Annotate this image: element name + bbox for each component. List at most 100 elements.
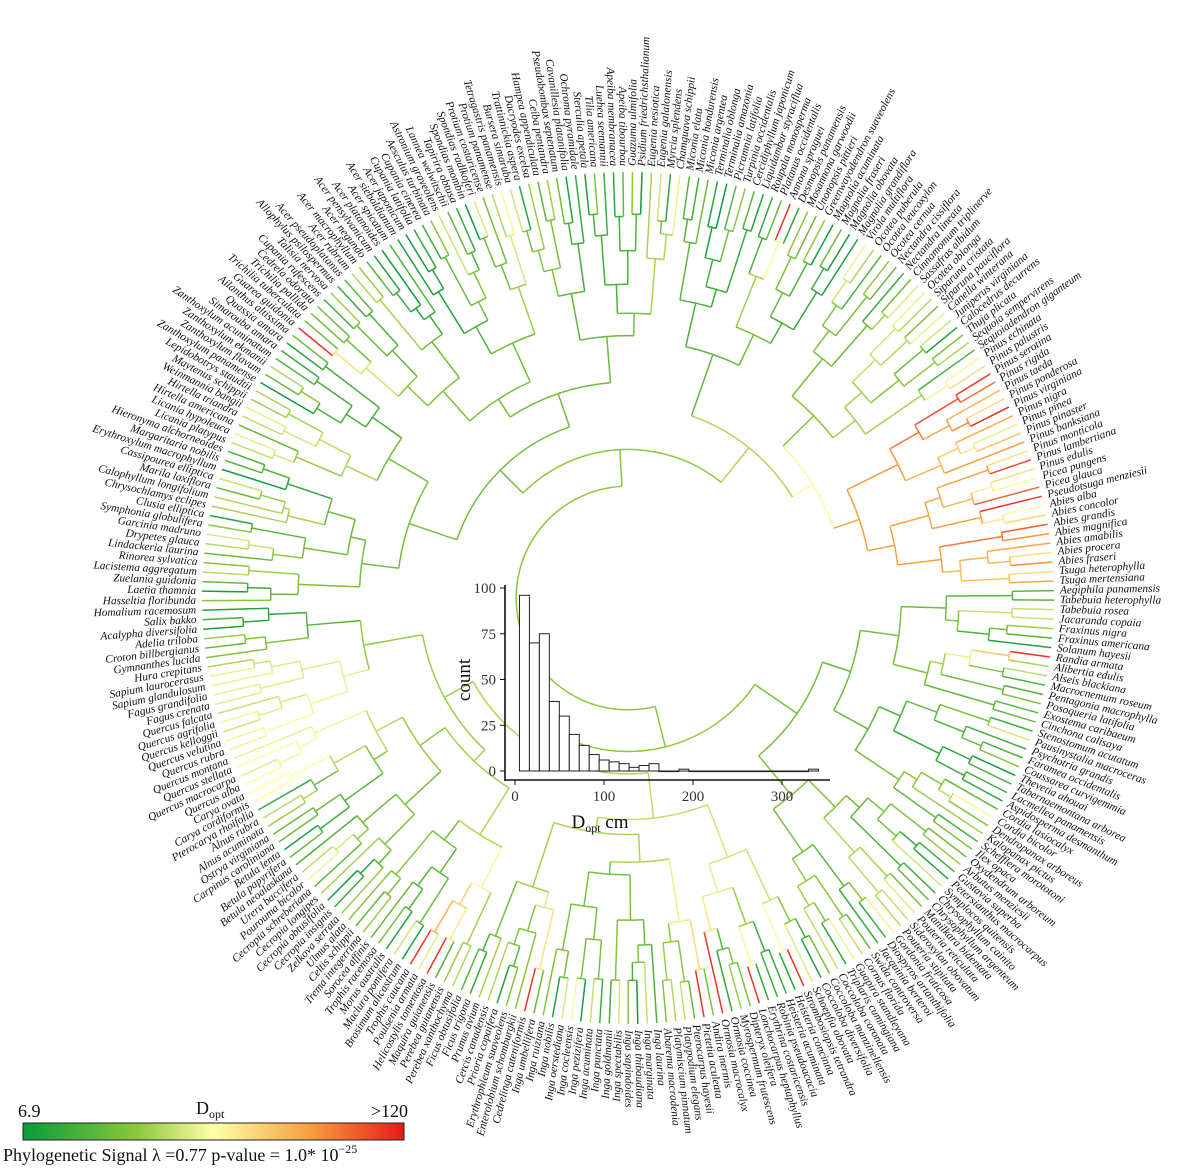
tree-arc	[305, 612, 310, 638]
tree-arc	[1008, 556, 1012, 566]
tree-branch	[310, 312, 345, 344]
tree-branch	[295, 456, 342, 477]
tree-arc	[747, 962, 756, 968]
tree-branch	[264, 713, 314, 733]
tree-arc	[738, 920, 754, 928]
tree-branch	[830, 325, 868, 367]
legend-max-label: >120	[371, 1101, 408, 1121]
tree-branch	[546, 179, 556, 220]
tree-arc	[262, 727, 268, 736]
tree-branch	[851, 359, 876, 383]
tree-branch	[922, 424, 950, 441]
tree-branch	[931, 516, 982, 530]
tree-branch	[217, 695, 279, 715]
species-label: Zuelania guidonia	[113, 572, 197, 587]
tree-arc	[256, 711, 261, 720]
tree-branch	[668, 858, 681, 922]
tree-branch	[265, 636, 309, 644]
tree-branch	[995, 700, 1039, 714]
tree-arc	[784, 917, 796, 925]
tree-arc	[397, 376, 418, 397]
tree-branch	[220, 710, 258, 724]
tree-arc	[299, 661, 305, 678]
tree-branch	[300, 390, 321, 404]
tree-arc	[992, 700, 997, 710]
tree-arc	[967, 755, 973, 764]
tree-branch	[203, 625, 244, 630]
tree-branch	[794, 215, 817, 260]
tree-branch	[765, 200, 783, 240]
species-label: Luehea seemannii	[593, 84, 610, 167]
tree-arc	[479, 235, 489, 241]
tree-arc	[803, 260, 812, 266]
tree-branch	[989, 627, 1008, 631]
tree-branch	[639, 172, 643, 215]
tree-branch	[720, 447, 750, 483]
tree-branch	[642, 919, 646, 945]
tree-branch	[814, 874, 844, 918]
tree-arc	[258, 490, 263, 500]
tree-arc	[332, 348, 339, 357]
tree-branch	[496, 964, 511, 1004]
tree-arc	[903, 337, 911, 345]
tree-branch	[473, 749, 486, 762]
tree-branch	[867, 544, 895, 552]
tree-arc	[680, 980, 689, 984]
histogram-bar	[628, 766, 640, 772]
tree-branch	[990, 716, 1033, 732]
tree-branch	[608, 861, 612, 875]
species-label: Hasseltia floribunda	[102, 595, 197, 608]
tree-branch	[650, 944, 658, 1024]
tree-branch	[705, 259, 714, 287]
tree-branch	[267, 801, 306, 827]
tree-branch	[295, 815, 358, 866]
tree-arc	[317, 824, 324, 833]
tree-branch	[482, 933, 491, 951]
tree-branch	[247, 586, 271, 590]
species-label: Inga sapindoides	[622, 1029, 634, 1108]
tree-branch	[248, 771, 290, 794]
tree-branch	[561, 903, 572, 951]
tree-branch	[231, 441, 273, 460]
tree-branch	[242, 415, 283, 436]
tree-branch	[287, 515, 325, 526]
tree-branch	[258, 707, 283, 717]
tree-arc	[556, 684, 756, 753]
tree-branch	[612, 172, 616, 217]
tree-branch	[434, 900, 454, 933]
tree-arc	[891, 325, 899, 333]
tree-branch	[343, 668, 370, 678]
tree-branch	[754, 683, 798, 715]
tree-branch	[260, 677, 304, 690]
tree-arc	[660, 233, 673, 236]
tree-branch	[327, 869, 358, 901]
tree-branch	[316, 407, 342, 424]
tree-arc	[679, 299, 712, 308]
tree-branch	[606, 336, 612, 383]
tree-branch	[706, 804, 729, 858]
tree-branch	[695, 179, 709, 244]
tree-branch	[704, 227, 713, 258]
dopt-histogram-inset: 0 25 50 75 100 0 100 200 300 count Dopt cm	[454, 581, 830, 835]
tree-branch	[444, 256, 472, 306]
tree-branch	[260, 381, 314, 415]
tree-branch	[421, 224, 442, 260]
tree-branch	[661, 980, 668, 1023]
tree-branch	[662, 942, 668, 981]
tree-branch	[263, 468, 290, 479]
tree-arc	[940, 653, 947, 675]
tree-branch	[597, 940, 603, 979]
tree-branch	[946, 389, 1001, 421]
tree-branch	[869, 266, 897, 300]
tree-branch	[393, 920, 417, 955]
tree-branch	[443, 941, 464, 983]
tree-branch	[903, 305, 939, 339]
tree-branch	[1009, 551, 1052, 558]
tree-branch	[258, 779, 312, 811]
tree-branch	[782, 207, 800, 245]
tree-branch	[881, 278, 912, 313]
tree-branch	[968, 664, 1004, 673]
tree-branch	[979, 749, 1020, 768]
tree-branch	[871, 314, 886, 331]
histogram-bar	[618, 763, 630, 772]
